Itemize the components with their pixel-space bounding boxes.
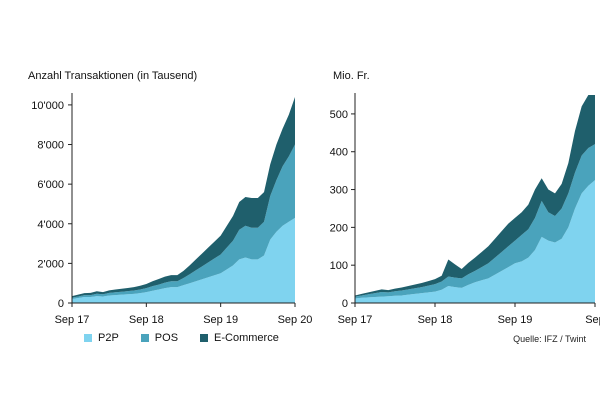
y-tick-label-2-3: 300 [330,185,348,197]
chart-panel-2: Mio. Fr. 0 100 200 300 400 500 Sep 17 Sep 18 Sep … [330,70,600,326]
y-tick-label-1-1: 2'000 [37,258,64,270]
y-tick-label-2-1: 100 [330,260,348,272]
legend-label-ecommerce: E-Commerce [214,332,279,344]
x-tick-label-1-3: Sep 20 [278,314,313,326]
chart-panel-1: Anzahl Transaktionen (in Tausend) 0 2'000 4… [28,70,312,326]
legend-label-p2p: P2P [98,332,119,344]
y-tick-label-1-3: 6'000 [37,179,64,191]
y-tick-label-2-2: 200 [330,222,348,234]
legend: P2P POS E-Commerce [84,332,279,344]
legend-item-pos: POS [140,332,179,344]
legend-swatch-p2p [84,334,92,342]
chart-title-1: Anzahl Transaktionen (in Tausend) [28,70,197,82]
x-tick-label-2-2: Sep 19 [498,314,533,326]
y-tick-label-2-5: 500 [330,109,348,121]
chart-title-2: Mio. Fr. [333,70,370,82]
x-tick-label-1-0: Sep 17 [55,314,90,326]
x-tick-label-1-2: Sep 19 [203,314,238,326]
y-tick-label-2-0: 0 [342,298,348,310]
y-tick-label-1-2: 4'000 [37,219,64,231]
source-note: Quelle: IFZ / Twint [513,334,586,344]
legend-item-p2p: P2P [84,332,119,344]
legend-swatch-pos [140,334,149,342]
area-series-p2p-1 [72,217,295,303]
legend-swatch-ecommerce [200,334,209,342]
y-tick-label-1-4: 8'000 [37,140,64,152]
area-series-p2p-2 [355,180,595,303]
y-tick-label-2-4: 400 [330,147,348,159]
y-tick-label-1-5: 10'000 [31,100,64,112]
legend-item-ecommerce: E-Commerce [200,332,279,344]
x-tick-label-2-3: Sep [585,314,600,326]
legend-label-pos: POS [154,332,179,344]
y-tick-label-1-0: 0 [58,298,64,310]
area-series-e-commerce-2 [355,95,595,297]
area-series-pos-2 [355,144,595,299]
x-tick-label-2-0: Sep 17 [338,314,373,326]
x-tick-label-1-1: Sep 18 [129,314,164,326]
x-tick-label-2-1: Sep 18 [418,314,453,326]
